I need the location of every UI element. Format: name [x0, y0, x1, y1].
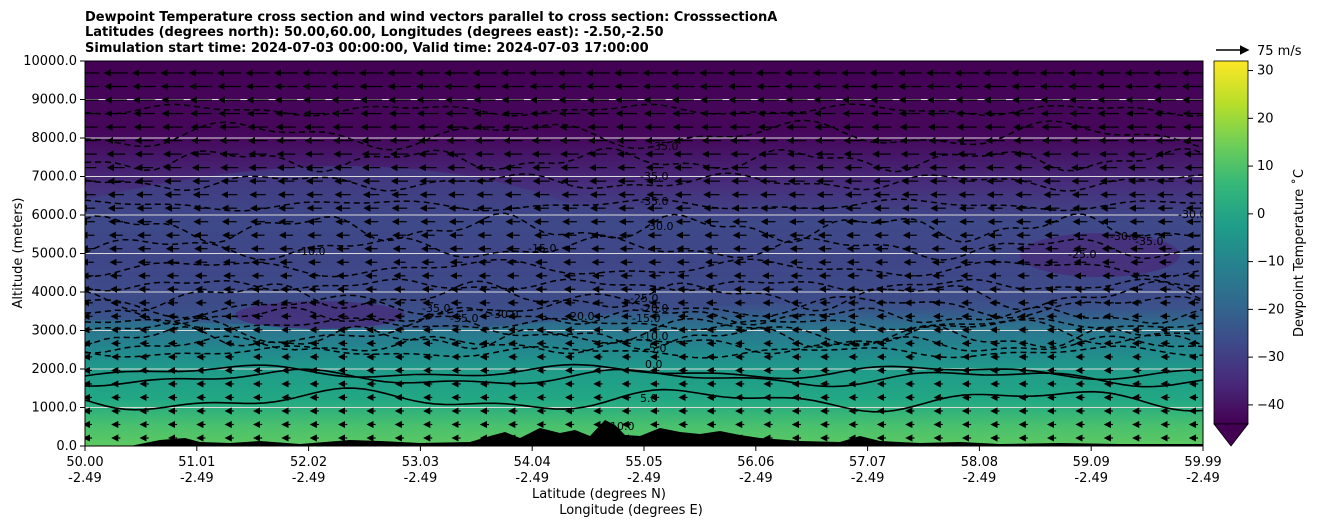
- x-tick-label-lon: -2.49: [515, 471, 549, 486]
- x-tick-label-lon: -2.49: [404, 471, 438, 486]
- contour-dashed: [85, 119, 1203, 151]
- x-tick-label-lon: -2.49: [68, 471, 102, 486]
- colorbar-tick-label: −10: [1257, 255, 1284, 270]
- x-tick-label-lat: 55.05: [625, 455, 662, 470]
- x-axis: 50.00-2.4951.01-2.4952.02-2.4953.03-2.49…: [66, 446, 1222, 486]
- y-axis: 0.0 1000.0 2000.0 3000.0 4000.0 5000.0 6000.0 7…: [23, 54, 85, 454]
- contour-dashed: [85, 212, 1203, 244]
- contour-dashed: [85, 345, 1203, 359]
- colorbar-body: [1213, 60, 1249, 425]
- y-tick-label: 1000.0: [32, 401, 78, 416]
- terrain: [85, 420, 1203, 446]
- x-tick-label-lat: 54.04: [514, 455, 551, 470]
- contour-label: -25.0: [630, 292, 658, 305]
- y-tick-label: 7000.0: [32, 170, 78, 185]
- contour-label: -5.0: [645, 342, 666, 355]
- x-tick-label-lon: -2.49: [292, 471, 326, 486]
- colorbar: 30 20 10 0 −10 −20 −30 −40 Dewpoint Temperature…: [1213, 60, 1307, 447]
- x-tick-label-lon: -2.49: [739, 471, 773, 486]
- contour-label: 5.0: [640, 392, 658, 405]
- x-tick-label-lat: 59.09: [1073, 455, 1110, 470]
- contour-dashed: [85, 280, 1203, 312]
- x-tick-label-lat: 53.03: [402, 455, 439, 470]
- x-axis-label-longitude: Longitude (degrees E): [559, 503, 703, 518]
- chart-title-line-1: Dewpoint Temperature cross section and w…: [85, 10, 777, 25]
- contour-label: -35.0: [450, 312, 478, 325]
- upper-dry-pocket: [1020, 233, 1180, 277]
- contour-dashed: [85, 306, 1203, 326]
- x-tick-label-lon: -2.49: [1186, 471, 1220, 486]
- x-tick-label-lat: 57.07: [849, 455, 886, 470]
- contour-label: -20.0: [566, 310, 594, 323]
- colorbar-tick-label: 20: [1257, 111, 1274, 126]
- wind-key-label: 75 m/s: [1257, 44, 1302, 59]
- y-tick-label: 8000.0: [32, 131, 78, 146]
- x-tick-label-lat: 51.01: [178, 455, 215, 470]
- y-tick-label: 4000.0: [32, 285, 78, 300]
- contour-dashed: [85, 317, 1203, 331]
- y-tick-label: 9000.0: [32, 93, 78, 108]
- contour-dashed: [85, 235, 1203, 261]
- wind-vectors: [85, 69, 1203, 442]
- y-tick-label: 3000.0: [32, 324, 78, 339]
- contour-label: -25.0: [1068, 248, 1096, 261]
- colorbar-tick-label: −40: [1257, 398, 1284, 413]
- contour-label: -30.0: [490, 308, 518, 321]
- contour-dashed: [85, 278, 1203, 292]
- y-tick-label: 0.0: [56, 439, 77, 454]
- chart-title-line-2: Latitudes (degrees north): 50.00,60.00, …: [85, 25, 664, 40]
- contour-label: -10.0: [640, 330, 668, 343]
- colorbar-tick-label: −30: [1257, 350, 1284, 365]
- contour-label: -20.0: [640, 302, 668, 315]
- plot-area: 10.05.00.0-5.0-10.0-15.0-20.0-25.0-30.0-…: [85, 61, 1206, 446]
- x-axis-label-latitude: Latitude (degrees N): [532, 487, 666, 502]
- y-tick-label: 6000.0: [32, 208, 78, 223]
- x-tick-label-lon: -2.49: [180, 471, 214, 486]
- x-tick-label-lat: 50.00: [66, 455, 103, 470]
- x-tick-label-lat: 56.06: [737, 455, 774, 470]
- contour-dashed: [85, 315, 1203, 347]
- colorbar-tick-label: −20: [1257, 302, 1284, 317]
- contour-label: -10.0: [297, 245, 325, 258]
- contour-label: -35.0: [650, 140, 678, 153]
- x-tick-label-lat: 52.02: [290, 455, 327, 470]
- chart-title-line-3: Simulation start time: 2024-07-03 00:00:…: [85, 41, 649, 56]
- contour-dashed: [85, 103, 1203, 117]
- x-tick-label-lon: -2.49: [1074, 471, 1108, 486]
- wind-key: 75 m/s: [1216, 44, 1302, 59]
- y-tick-label: 5000.0: [32, 247, 78, 262]
- colorbar-tick-label: 10: [1257, 159, 1274, 174]
- contour-label: -35.0: [640, 195, 668, 208]
- x-tick-label-lon: -2.49: [627, 471, 661, 486]
- contour-dashed: [85, 258, 1203, 278]
- x-tick-label-lat: 58.08: [961, 455, 998, 470]
- y-tick-label: 10000.0: [23, 54, 77, 69]
- contour-label: -30.0: [1178, 208, 1206, 221]
- colorbar-label: Dewpoint Temperature ˚C: [1291, 169, 1307, 337]
- colorbar-extend-min: [1213, 423, 1249, 447]
- y-tick-label: 2000.0: [32, 362, 78, 377]
- contour-solid: [85, 387, 1203, 413]
- contour-label: -35.0: [422, 302, 450, 315]
- contour-label: -35.0: [1135, 235, 1163, 248]
- colorbar-tick-label: 0: [1257, 207, 1265, 222]
- contour-dashed: [85, 293, 1203, 319]
- contour-solid: [85, 363, 1203, 381]
- colorbar-tick-label: 30: [1257, 64, 1274, 79]
- contour-label: 0.0: [645, 358, 663, 371]
- x-tick-label-lat: 59.99: [1184, 455, 1221, 470]
- y-axis-label: Altitude (meters): [11, 198, 26, 309]
- x-tick-label-lon: -2.49: [963, 471, 997, 486]
- colorbar-ticks: 30 20 10 0 −10 −20 −30 −40: [1248, 64, 1284, 413]
- x-tick-label-lon: -2.49: [851, 471, 885, 486]
- contour-dashed: [85, 335, 1203, 355]
